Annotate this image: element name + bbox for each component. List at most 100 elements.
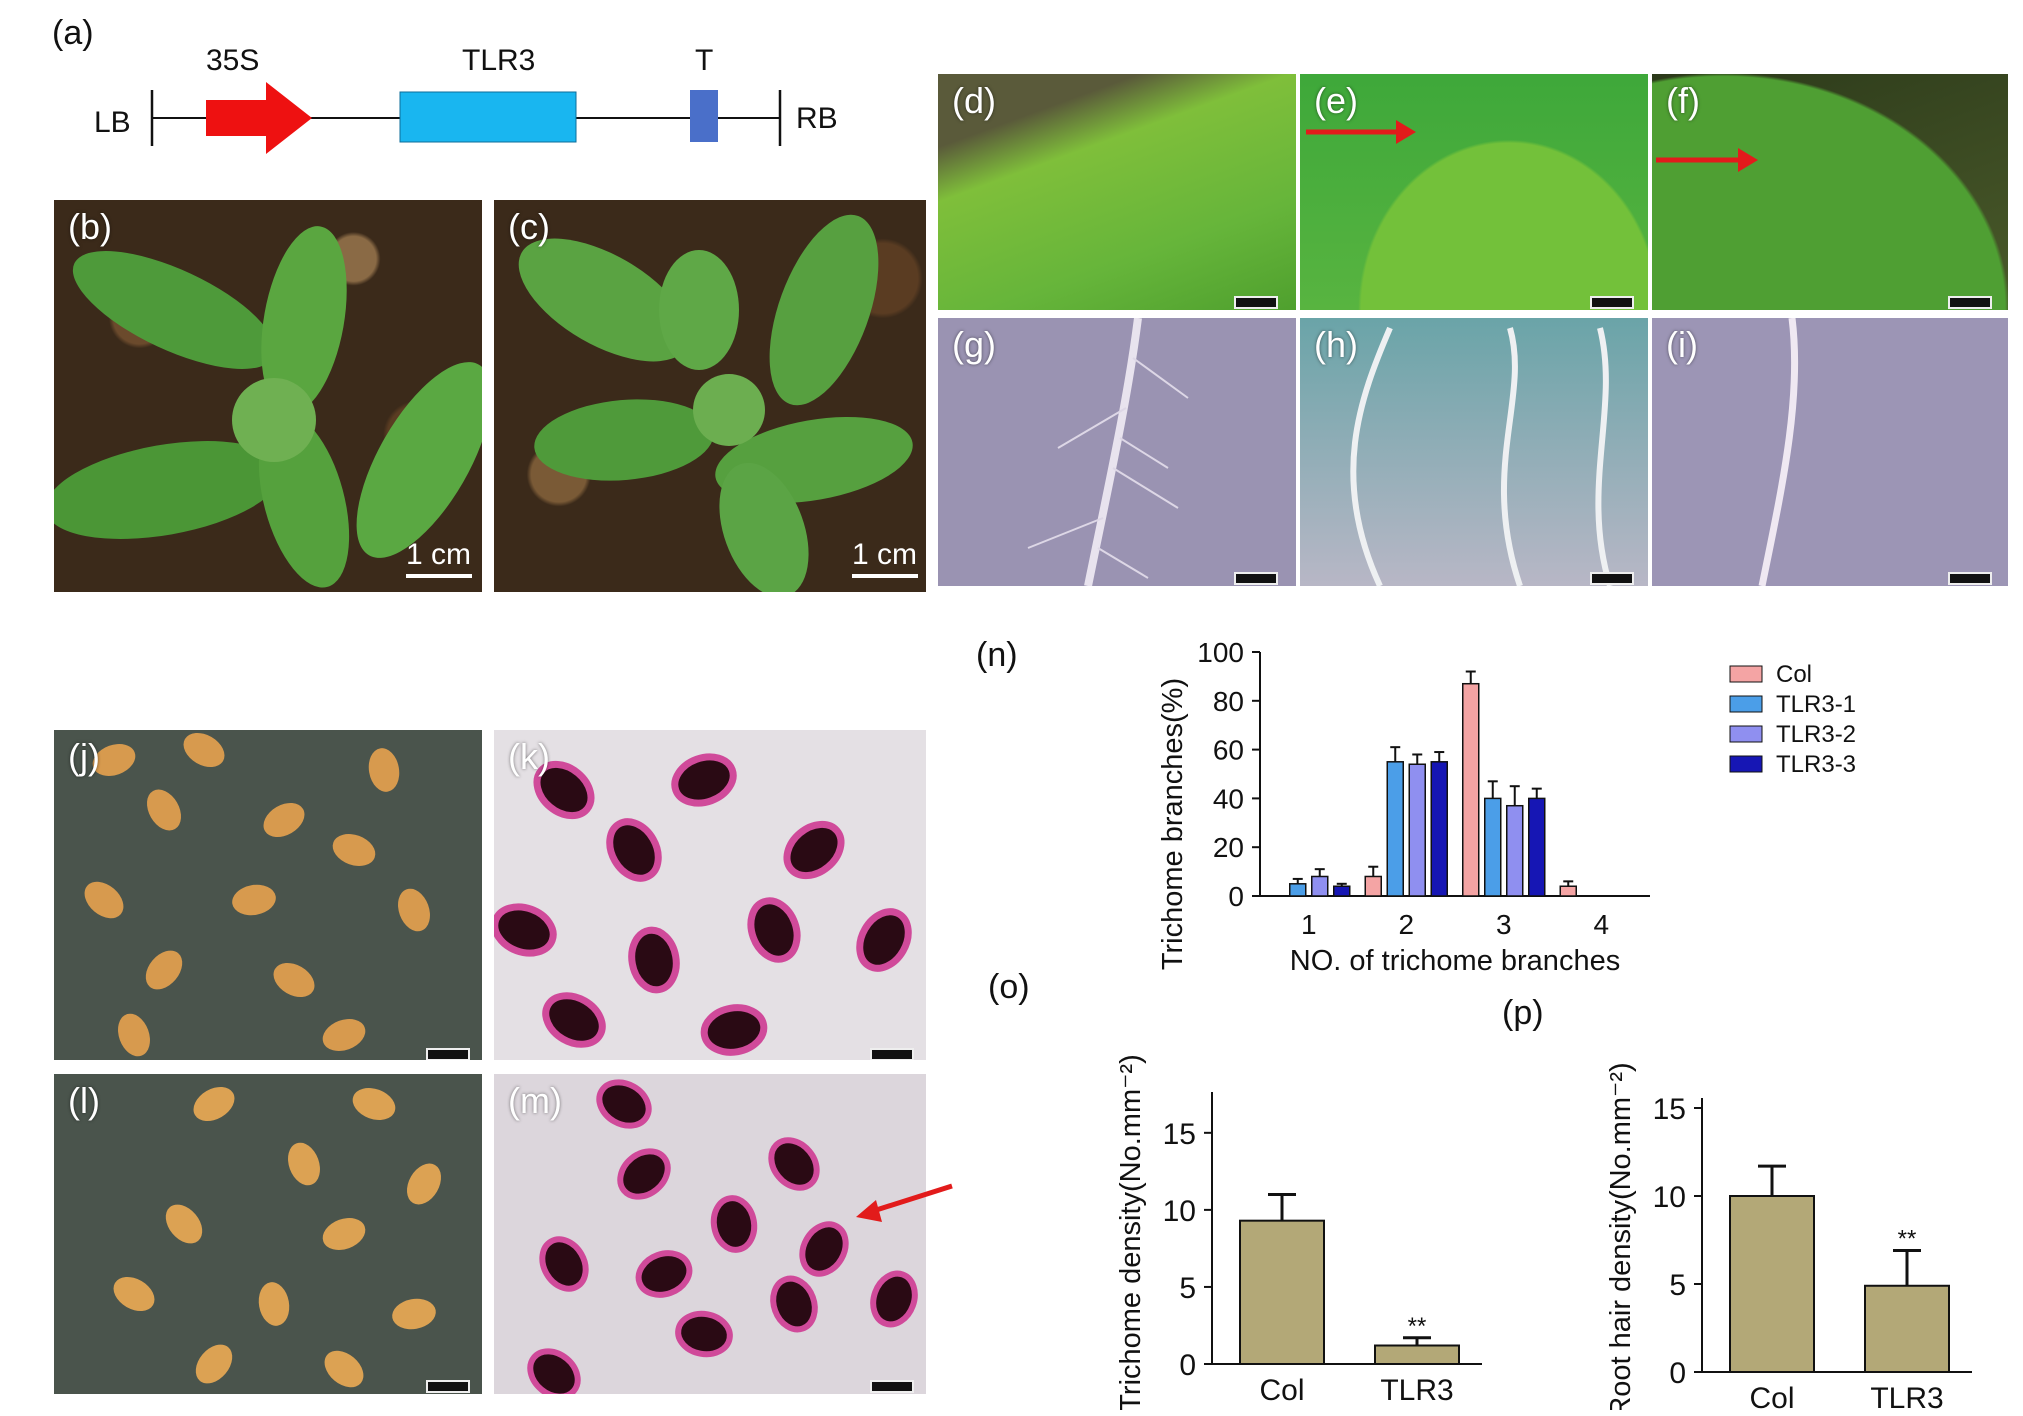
legend-label: TLR3-3: [1776, 751, 1856, 778]
y-axis-title: Root hair density(No.mm⁻²): [1605, 1062, 1637, 1410]
panel-label-m: (m): [508, 1080, 562, 1121]
rosette-wt-drawing: [54, 226, 482, 588]
photo-leaf-d: (d): [938, 74, 1296, 310]
panel-label-a: (a): [52, 14, 94, 52]
y-tick-label: 15: [1653, 1093, 1686, 1126]
scale-bar-g: [1234, 572, 1278, 585]
photo-leaf-f: (f): [1652, 74, 2008, 310]
panel-label-k: (k): [508, 736, 550, 777]
construct-diagram: LB RB 35S TLR3 T: [94, 44, 838, 154]
x-tick-label: 3: [1496, 909, 1512, 940]
scale-bar-e: [1590, 296, 1634, 309]
y-axis-title: Trichome branches(%): [1157, 678, 1189, 970]
bar: [1408, 763, 1426, 897]
photo-rosette-tlr3: (c) 1 cm: [494, 200, 926, 592]
lb-label: LB: [94, 106, 131, 139]
panel-label-d: (d): [952, 80, 996, 121]
photo-seeds-j: (j): [54, 730, 482, 1060]
chart-trichome-density: 0 5 10 15 Col ** TLR3 Trichome density(No.mm⁻²): [1115, 1054, 1482, 1410]
panel-label-c: (c): [508, 206, 550, 247]
promoter-arrow: [206, 82, 312, 154]
seeds-k-drawing: [494, 753, 912, 1056]
legend-swatch: [1729, 665, 1763, 683]
y-tick-label: 5: [1179, 1272, 1196, 1305]
photo-rosette-wt: (b) 1 cm: [54, 200, 482, 592]
x-tick-label: TLR3: [1380, 1374, 1453, 1407]
y-tick-label: 10: [1163, 1195, 1196, 1228]
bar: [1506, 804, 1524, 897]
bar: [1311, 875, 1329, 897]
panel-label-e: (e): [1314, 80, 1358, 121]
x-axis-title: NO. of trichome branches: [1290, 945, 1620, 977]
x-tick-label: 1: [1301, 909, 1317, 940]
y-tick-label: 80: [1213, 686, 1244, 717]
significance-label: **: [1898, 1226, 1917, 1253]
y-tick-label: 0: [1179, 1349, 1196, 1382]
y-tick-label: 60: [1213, 735, 1244, 766]
gene-box: [399, 91, 577, 143]
x-tick-label: 4: [1593, 909, 1609, 940]
panel-label-o: (o): [988, 968, 1030, 1006]
scale-bar-l: [426, 1380, 470, 1393]
scale-bar-h: [1590, 572, 1634, 585]
scale-label-c: 1 cm: [852, 538, 918, 571]
seeds-m-drawing: [527, 1079, 918, 1394]
panel-label-f: (f): [1666, 80, 1700, 121]
legend-swatch: [1729, 725, 1763, 743]
panel-label-p: (p): [1502, 994, 1544, 1032]
legend-swatch: [1729, 755, 1763, 773]
significance-label: **: [1408, 1313, 1427, 1340]
photo-leaf-e: (e): [1300, 74, 1648, 310]
root-h-drawing: [1350, 326, 1613, 586]
panel-label-n: (n): [976, 636, 1018, 674]
bar: [1374, 1344, 1460, 1366]
arrow-e: [1306, 120, 1416, 144]
y-tick-label: 0: [1669, 1357, 1686, 1390]
photo-seeds-k: (k): [494, 730, 926, 1060]
bar: [1386, 761, 1404, 897]
panel-label-j: (j): [68, 736, 100, 777]
legend-label: Col: [1776, 661, 1812, 688]
seeds-j-drawing: [84, 732, 430, 1057]
bar: [1528, 797, 1546, 897]
bar: [1729, 1195, 1815, 1373]
x-tick-label: Col: [1749, 1382, 1794, 1410]
y-tick-label: 15: [1163, 1118, 1196, 1151]
rb-label: RB: [796, 102, 838, 135]
legend-swatch: [1729, 695, 1763, 713]
scale-bar-c: [852, 574, 918, 578]
photo-root-i: (i): [1652, 318, 2008, 586]
seeds-l-drawing: [113, 1086, 442, 1388]
panel-label-b: (b): [68, 206, 112, 247]
y-tick-label: 0: [1228, 881, 1244, 912]
y-axis-title: Trichome density(No.mm⁻²): [1115, 1054, 1147, 1410]
panel-label-l: (l): [68, 1080, 100, 1121]
y-tick-label: 10: [1653, 1181, 1686, 1214]
scale-bar-m: [870, 1380, 914, 1393]
y-tick-label: 5: [1669, 1269, 1686, 1302]
x-tick-label: Col: [1259, 1374, 1304, 1407]
rosette-tlr3-drawing: [518, 214, 913, 592]
panel-label-i: (i): [1666, 324, 1698, 365]
y-tick-label: 40: [1213, 783, 1244, 814]
scale-bar-f: [1948, 296, 1992, 309]
bar: [1364, 875, 1382, 897]
bar: [1484, 797, 1502, 897]
scale-bar-b: [406, 574, 472, 578]
chart-root-hair-density: 0 5 10 15 Col ** TLR3 Root hair density(No.mm⁻²…: [1605, 1062, 1972, 1410]
terminator-label: T: [695, 44, 713, 77]
bar: [1333, 885, 1351, 897]
panel-label-h: (h): [1314, 324, 1358, 365]
legend-label: TLR3-2: [1776, 721, 1856, 748]
scale-bar-i: [1948, 572, 1992, 585]
scale-bar-d: [1234, 296, 1278, 309]
bar: [1462, 682, 1480, 897]
y-tick-label: 20: [1213, 832, 1244, 863]
arrow-f: [1656, 148, 1758, 172]
bar: [1289, 883, 1307, 897]
root-g-drawing: [1027, 318, 1189, 586]
photo-seeds-m: (m): [494, 1074, 926, 1394]
scale-bar-k: [870, 1048, 914, 1060]
root-i-drawing: [1758, 318, 1799, 586]
panel-label-g: (g): [952, 324, 996, 365]
